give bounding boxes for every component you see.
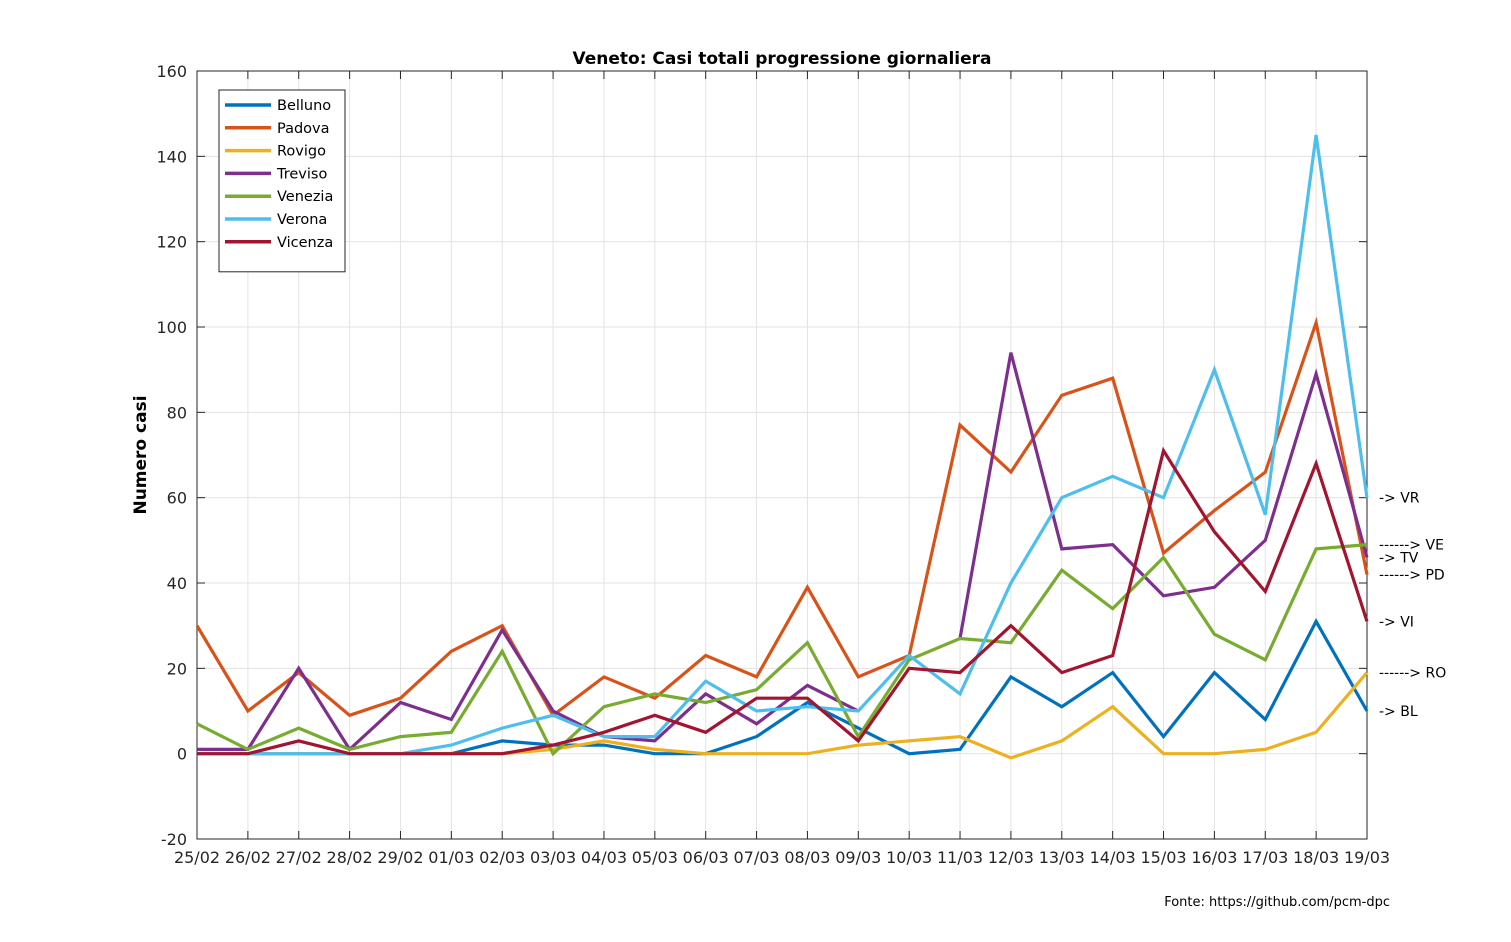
y-axis-label: Numero casi [131, 395, 151, 514]
y-tick-label: 140 [156, 147, 187, 166]
y-tick-label: 160 [156, 62, 187, 81]
x-tick-label: 13/03 [1039, 848, 1085, 867]
x-tick-label: 26/02 [225, 848, 271, 867]
chart-title: Veneto: Casi totali progressione giornal… [573, 49, 992, 69]
x-tick-label: 08/03 [784, 848, 830, 867]
series-end-label: ------> RO [1379, 666, 1446, 682]
series-end-label: -> VI [1379, 614, 1414, 630]
series-end-label: ------> VE [1379, 538, 1444, 554]
y-tick-label: -20 [161, 830, 187, 849]
x-tick-label: 18/03 [1293, 848, 1339, 867]
y-tick-label: 100 [156, 318, 187, 337]
x-tick-label: 29/02 [377, 848, 423, 867]
y-tick-label: 20 [167, 659, 187, 678]
legend-label: Vicenza [277, 235, 333, 251]
axes: -20 0 20 40 60 80 100 120 140 160 25/02 26/02 27/02 2… [156, 62, 1390, 867]
series-line-venezia [196, 543, 1368, 757]
x-tick-label: 25/02 [174, 848, 220, 867]
series-line-vicenza [197, 446, 1369, 756]
legend-label: Rovigo [277, 144, 326, 160]
x-tick-label: 14/03 [1090, 848, 1136, 867]
legend: Belluno Padova Rovigo Treviso Venezia Verona V… [218, 89, 346, 273]
legend-label: Belluno [277, 98, 331, 114]
x-tick-label: 27/02 [276, 848, 322, 867]
y-tick-label: 60 [167, 489, 187, 508]
series-line-treviso [197, 352, 1369, 752]
x-tick-label: 06/03 [683, 848, 729, 867]
x-tick-label: 16/03 [1191, 848, 1237, 867]
y-tick-label: 0 [177, 745, 187, 764]
end-labels: -> VR ------> VE-> TV------> PD -> VI -----… [1379, 491, 1446, 720]
legend-label: Verona [277, 212, 327, 228]
series-end-label: -> BL [1379, 704, 1418, 720]
legend-label: Venezia [277, 189, 333, 205]
x-tick-label: 11/03 [937, 848, 983, 867]
x-tick-label: 05/03 [632, 848, 678, 867]
series-lines [195, 134, 1369, 760]
series-end-label: -> VR [1379, 491, 1420, 507]
legend-label: Padova [277, 121, 330, 137]
x-tick-label: 09/03 [835, 848, 881, 867]
x-tick-label: 02/03 [479, 848, 525, 867]
series-end-label: ------> PD [1379, 567, 1445, 583]
source-note: Fonte: https://github.com/pcm-dpc [1164, 895, 1390, 910]
x-tick-label: 15/03 [1140, 848, 1186, 867]
x-tick-label: 04/03 [581, 848, 627, 867]
legend-label: Treviso [276, 166, 327, 182]
y-tick-label: 40 [167, 574, 187, 593]
x-tick-label: 19/03 [1344, 848, 1390, 867]
x-tick-label: 03/03 [530, 848, 576, 867]
series-line-padova [195, 316, 1369, 718]
plot-frame [196, 70, 1368, 840]
y-tick-label: 120 [156, 233, 187, 252]
x-tick-label: 10/03 [886, 848, 932, 867]
series-end-label: -> TV [1379, 550, 1419, 566]
x-tick-label: 28/02 [327, 848, 373, 867]
y-tick-label: 80 [167, 403, 187, 422]
x-tick-label: 01/03 [428, 848, 474, 867]
plot-background [197, 71, 1367, 839]
x-tick-label: 12/03 [988, 848, 1034, 867]
x-tick-label: 17/03 [1242, 848, 1288, 867]
x-tick-label: 07/03 [734, 848, 780, 867]
